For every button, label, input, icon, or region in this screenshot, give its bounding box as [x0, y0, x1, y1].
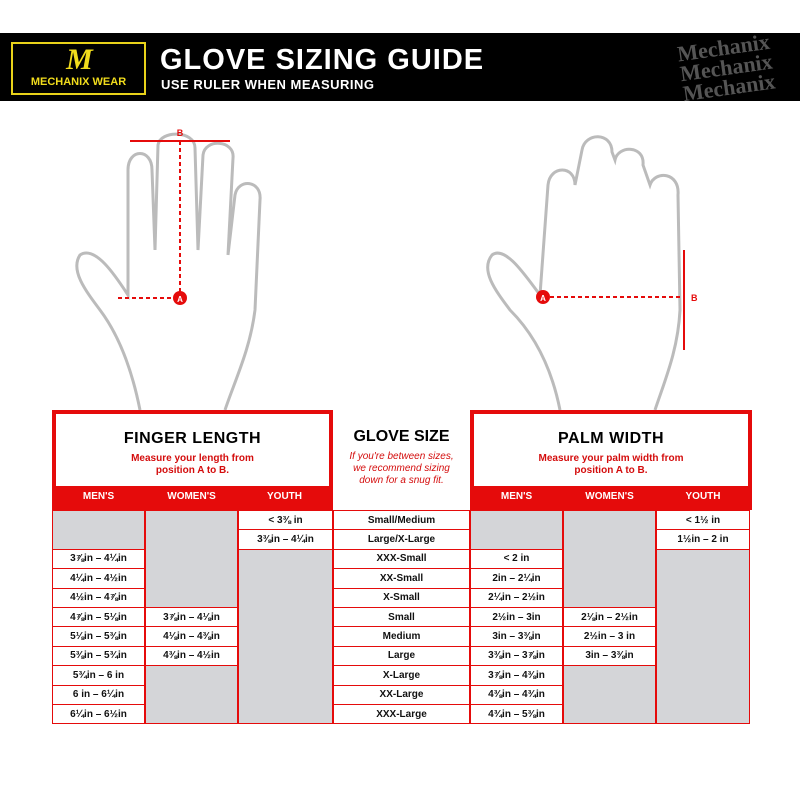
table-cell: 5¾in – 6 in — [52, 665, 145, 686]
table-cell: 3⅞in – 4⅛in — [145, 607, 238, 628]
table-cell: 3⅜in – 3⅞in — [470, 645, 563, 667]
table-cell: Small — [333, 607, 470, 628]
table-cell: 4¾in – 5⅜in — [470, 704, 563, 725]
point-b-label: B — [691, 293, 698, 303]
finger-length-description: Measure your length from position A to B… — [131, 453, 254, 476]
finger-measure-line — [118, 140, 230, 299]
table-cell: 6¼in – 6½in — [52, 704, 145, 725]
empty-cell — [470, 510, 563, 550]
empty-cell — [563, 665, 656, 725]
point-b-label: B — [177, 128, 184, 138]
page-title: GLOVE SIZING GUIDE — [160, 44, 485, 76]
table-cell: 2½in – 3 in — [563, 626, 656, 647]
empty-cell — [656, 548, 750, 725]
logo-m-mark: M — [66, 43, 93, 76]
right-hand-illustration — [486, 135, 682, 410]
finger-col-womens: WOMEN'S — [167, 491, 216, 502]
table-cell: 3⅞in – 4⅜in — [470, 665, 563, 686]
table-cell: XX-Small — [333, 568, 470, 589]
table-cell: 5⅛in – 5⅜in — [52, 626, 145, 647]
left-hand-illustration — [75, 132, 262, 410]
glove-size-note: If you're between sizes, we recommend si… — [349, 451, 454, 486]
table-cell: XXX-Large — [333, 704, 470, 725]
palm-col-mens: MEN'S — [500, 491, 533, 502]
table-cell: 3⅞in – 4¼in — [52, 548, 145, 570]
empty-cell — [238, 548, 333, 725]
palm-col-womens: WOMEN'S — [585, 491, 634, 502]
finger-length-header: FINGER LENGTH Measure your length from p… — [56, 414, 329, 486]
point-a-marker — [173, 291, 187, 305]
table-cell: 5⅜in – 5¾in — [52, 645, 145, 667]
palm-measure-line — [550, 250, 685, 350]
table-cell: 3in – 3⅜in — [470, 626, 563, 647]
table-cell: 4⅜in – 4½in — [145, 645, 238, 667]
logo-text: MECHANIX WEAR — [30, 76, 127, 88]
finger-col-youth: YOUTH — [267, 491, 302, 502]
table-cell: 4⅛in – 4⅜in — [145, 626, 238, 647]
glove-size-title: GLOVE SIZE — [353, 428, 450, 445]
point-a-marker — [536, 290, 550, 304]
table-cell: < 3⅜ in — [238, 510, 333, 531]
table-cell: XXX-Small — [333, 548, 470, 570]
table-cell: 4½in – 4⅞in — [52, 587, 145, 608]
empty-cell — [563, 510, 656, 608]
table-cell: X-Large — [333, 665, 470, 686]
point-a-label: A — [540, 294, 546, 303]
palm-width-description: Measure your palm width from position A … — [538, 453, 684, 476]
empty-cell — [145, 665, 238, 725]
table-cell: Small/Medium — [333, 510, 470, 531]
table-cell: 2½in – 3in — [470, 607, 563, 628]
point-a-label: A — [177, 295, 183, 304]
table-cell: X-Small — [333, 587, 470, 608]
table-cell: 4⅜in – 4¾in — [470, 684, 563, 705]
palm-width-title: PALM WIDTH — [557, 430, 664, 447]
brand-logo: M MECHANIX WEAR — [11, 42, 146, 95]
finger-col-mens: MEN'S — [82, 491, 115, 502]
table-cell: 2in – 2¼in — [470, 568, 563, 589]
table-cell: 6 in – 6¼in — [52, 684, 145, 705]
table-cell: < 1½ in — [656, 510, 750, 531]
table-cell: Large — [333, 645, 470, 667]
palm-width-header: PALM WIDTH Measure your palm width from … — [474, 414, 748, 486]
empty-cell — [52, 510, 145, 550]
table-cell: 4⅞in – 5⅛in — [52, 607, 145, 628]
palm-col-youth: YOUTH — [685, 491, 721, 502]
table-cell: Medium — [333, 626, 470, 647]
table-cell: 2⅛in – 2½in — [563, 607, 656, 628]
table-cell: XX-Large — [333, 684, 470, 705]
table-cell: 3in – 3⅜in — [563, 645, 656, 667]
empty-cell — [145, 510, 238, 608]
table-cell: < 2 in — [470, 548, 563, 570]
hand-diagrams: A B A B — [75, 128, 698, 410]
table-cell: 2¼in – 2½in — [470, 587, 563, 608]
table-cell: 3⅜in – 4¼in — [238, 529, 333, 550]
finger-length-title: FINGER LENGTH — [123, 430, 262, 447]
table-cell: 4¼in – 4½in — [52, 568, 145, 589]
page-subtitle: USE RULER WHEN MEASURING — [161, 77, 375, 92]
table-cell: Large/X-Large — [333, 529, 470, 550]
table-cell: 1½in – 2 in — [656, 529, 750, 550]
